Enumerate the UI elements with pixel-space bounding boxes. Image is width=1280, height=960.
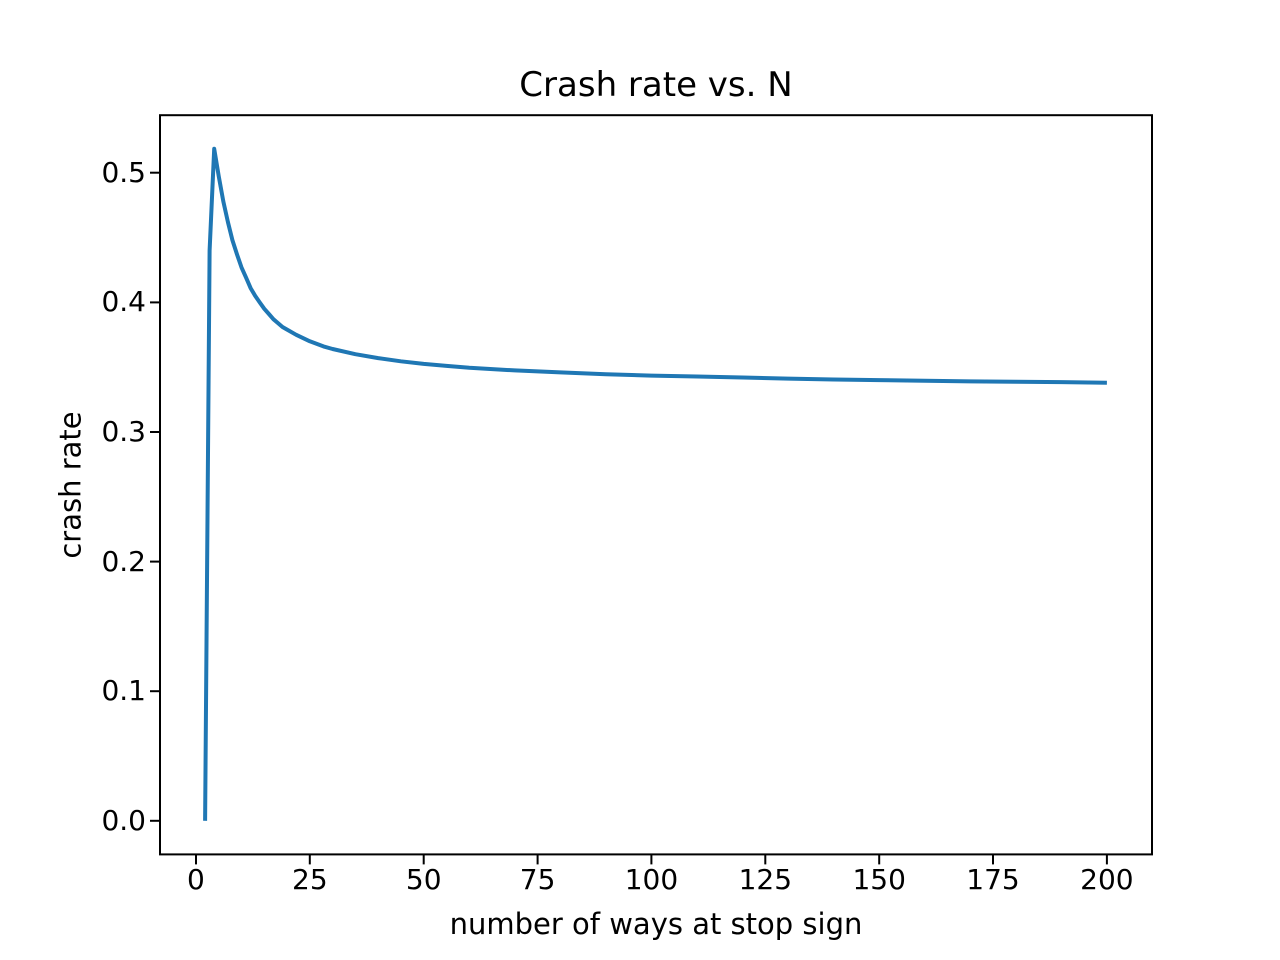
axes-frame [159, 114, 1153, 856]
x-tick-label: 50 [405, 863, 442, 896]
x-tick-label: 125 [738, 863, 793, 896]
crash-rate-line [203, 146, 1107, 821]
y-tick-label: 0.3 [101, 414, 146, 448]
y-tick-label: 0.5 [101, 155, 146, 189]
y-tick-label: 0.2 [101, 544, 146, 578]
x-tick-label: 150 [852, 863, 906, 896]
chart-title: Crash rate vs. N [519, 65, 793, 105]
x-tick-label: 175 [966, 863, 1020, 896]
y-tick-label: 0.0 [101, 803, 146, 837]
x-tick-label: 100 [624, 863, 679, 896]
x-tick-label: 200 [1080, 863, 1134, 896]
x-tick-label: 25 [292, 863, 328, 896]
y-tick-label: 0.1 [101, 674, 146, 708]
x-axis-label: number of ways at stop sign [449, 907, 863, 941]
x-tick-label: 0 [187, 863, 205, 896]
x-tick-label: 75 [519, 863, 556, 896]
y-tick-label: 0.4 [101, 285, 146, 319]
